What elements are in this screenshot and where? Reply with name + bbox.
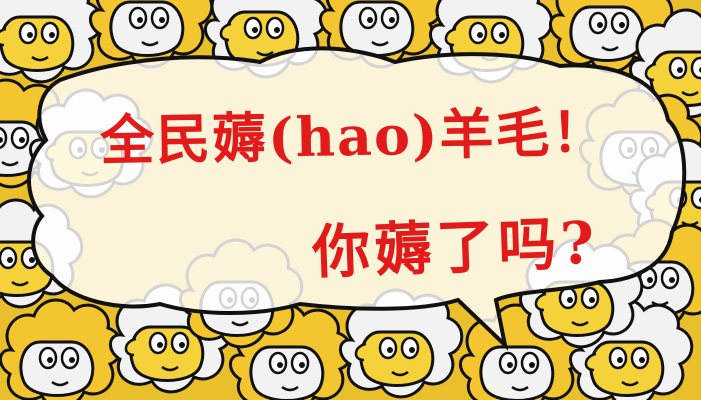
headline-text: 全民薅(hao)羊毛！	[99, 99, 608, 173]
speech-bubble	[27, 46, 687, 351]
subline-text: 你薅了吗?	[311, 208, 600, 287]
